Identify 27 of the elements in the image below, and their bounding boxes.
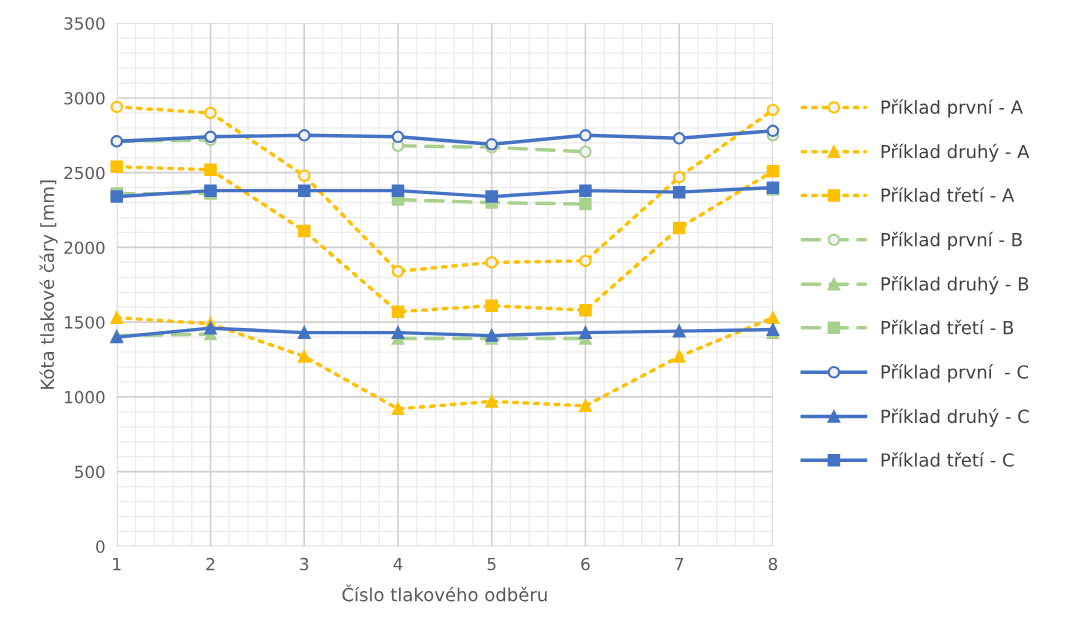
legend-label: Příklad první - B: [881, 231, 1022, 250]
legend-label: Příklad druhý - A: [881, 143, 1030, 162]
y-tick-label: 3500: [64, 17, 105, 30]
x-tick-label: 7: [675, 557, 684, 571]
x-tick-label: 8: [768, 557, 778, 571]
y-tick-label: 3000: [64, 91, 105, 105]
legend-label: Příklad první - C: [881, 364, 1029, 383]
y-tick-label: 2000: [64, 241, 105, 254]
y-tick-label: 500: [75, 465, 105, 479]
x-tick-label: 2: [206, 557, 215, 571]
y-axis-title: Kóta tlakové čáry [mm]: [39, 180, 58, 389]
y-tick-label: 1500: [65, 316, 105, 329]
legend-label: Příklad druhý - B: [881, 276, 1029, 295]
x-tick-label: 1: [113, 557, 121, 571]
y-tick-label: 0: [96, 540, 105, 553]
x-tick-label: 6: [581, 557, 590, 571]
legend-label: Příklad třetí - B: [881, 319, 1014, 335]
y-tick-label: 1000: [65, 390, 105, 404]
x-tick-label: 3: [300, 557, 309, 571]
x-tick-label: 5: [487, 557, 496, 571]
legend-label: Příklad třetí - C: [881, 452, 1014, 467]
x-axis-title: Číslo tlakového odběru: [342, 584, 547, 602]
x-tick-label: 4: [393, 557, 403, 571]
legend-label: Příklad první - A: [881, 99, 1023, 118]
y-tick-label: 2500: [64, 166, 105, 180]
legend-label: Příklad třetí - A: [881, 187, 1015, 202]
legend-label: Příklad druhý - C: [881, 408, 1029, 427]
